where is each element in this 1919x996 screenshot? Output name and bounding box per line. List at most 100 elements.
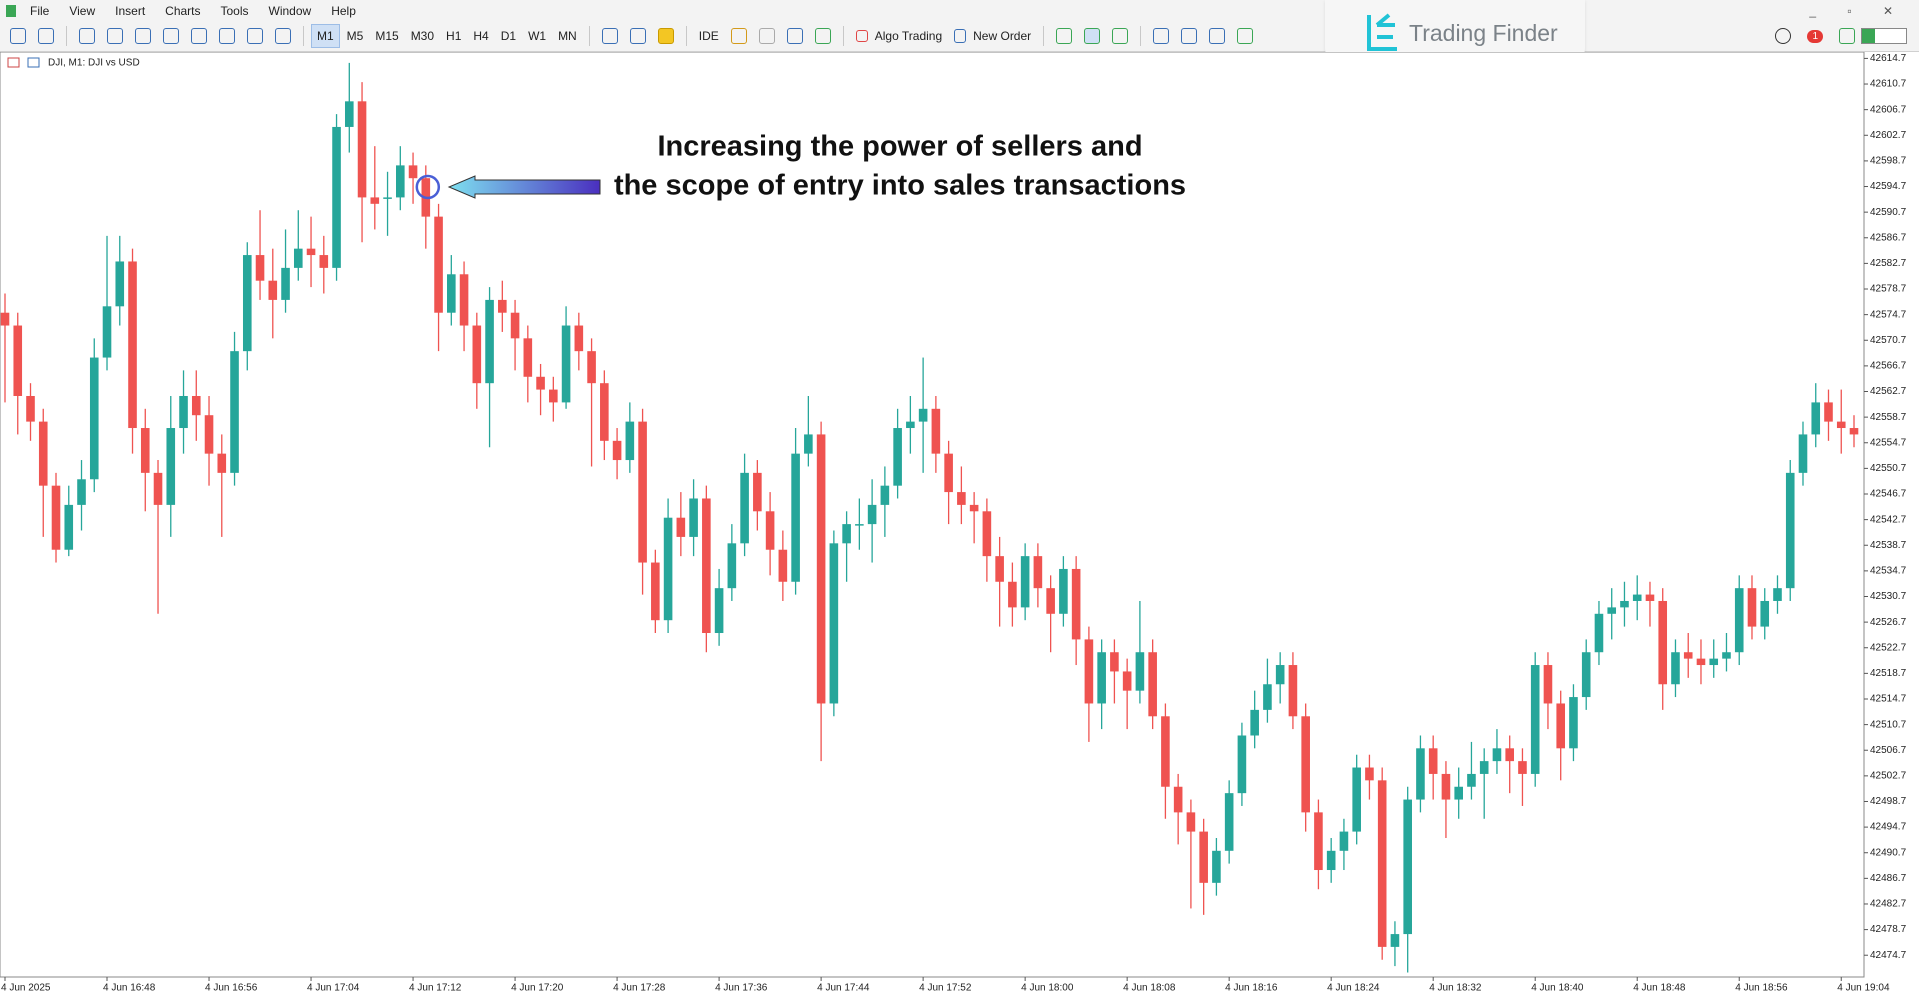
timeframe[interactable]: W1 — [528, 29, 547, 43]
timeframe[interactable]: H1 — [446, 29, 462, 43]
menu-item[interactable]: Charts — [165, 3, 201, 18]
tool-icon[interactable] — [855, 30, 868, 42]
candle-body — [447, 274, 456, 313]
tool-icon[interactable] — [954, 29, 967, 43]
candle-body — [931, 408, 941, 454]
new-order-button[interactable]: New Order — [973, 29, 1032, 43]
tool-icon[interactable] — [247, 28, 263, 44]
candle-body — [1339, 831, 1349, 851]
tool-icon[interactable] — [1237, 28, 1254, 44]
candle-body — [1581, 652, 1591, 698]
y-tick-label: 42534.7 — [1870, 566, 1907, 577]
candle-body — [1403, 799, 1412, 935]
candle-body — [740, 472, 749, 544]
timeframe[interactable]: D1 — [500, 29, 517, 43]
timeframe[interactable]: M15 — [375, 29, 399, 43]
y-tick-label: 42538.7 — [1870, 540, 1907, 551]
candle-body — [1161, 716, 1170, 787]
tool-icon[interactable] — [730, 28, 747, 44]
timeframe[interactable]: M5 — [346, 29, 364, 43]
menu-item[interactable]: Help — [331, 3, 356, 18]
candle-body — [434, 216, 443, 313]
tool-icon[interactable] — [275, 28, 291, 44]
candle-body — [1390, 934, 1400, 947]
candle-body — [1122, 671, 1132, 691]
candle-body — [255, 255, 265, 281]
menu-item[interactable]: View — [69, 3, 96, 18]
window-controls[interactable]: _ ▫ ✕ — [1809, 3, 1907, 18]
candle-body — [1505, 748, 1515, 762]
candle-body — [1008, 581, 1017, 608]
y-tick-label: 42514.7 — [1870, 694, 1907, 705]
algo-trading-button[interactable]: Algo Trading — [874, 29, 943, 43]
candle-body — [89, 357, 99, 480]
menu-item[interactable]: File — [30, 3, 50, 18]
tool-icon[interactable] — [601, 28, 618, 44]
tool-icon[interactable] — [219, 28, 235, 44]
candle-body — [1785, 472, 1795, 589]
y-tick-label: 42562.7 — [1870, 386, 1907, 397]
menu-item[interactable]: Tools — [220, 3, 249, 18]
candle-body — [459, 274, 469, 326]
candle-body — [1683, 652, 1693, 659]
app-icon — [6, 4, 16, 17]
x-tick-label: 4 Jun 18:24 — [1327, 983, 1380, 994]
tool-icon[interactable] — [191, 28, 207, 44]
tool-icon[interactable] — [1056, 28, 1073, 44]
timeframe[interactable]: M30 — [410, 29, 435, 43]
y-tick-label: 42606.7 — [1870, 104, 1907, 115]
candle-body — [893, 428, 902, 486]
timeframe[interactable]: MN — [558, 29, 577, 43]
notification-badge[interactable]: 1 — [1807, 29, 1823, 43]
tool-icon[interactable] — [814, 28, 831, 44]
tool-icon[interactable] — [163, 28, 179, 44]
candle-body — [1467, 773, 1476, 787]
tool-icon[interactable] — [629, 28, 646, 44]
candle-body — [1212, 850, 1221, 883]
tool-icon[interactable] — [10, 28, 26, 44]
timeframe[interactable]: H4 — [473, 29, 489, 43]
tool-icon[interactable] — [79, 28, 95, 44]
candle-body — [51, 485, 61, 550]
menu-item[interactable]: Insert — [115, 3, 146, 18]
candle-body — [77, 479, 86, 505]
x-tick-label: 4 Jun 19:04 — [1837, 983, 1890, 994]
tool-icon[interactable] — [1181, 28, 1198, 44]
candle-body — [1301, 716, 1310, 813]
search-icon[interactable] — [1775, 28, 1792, 44]
brand-name: Trading Finder — [1409, 19, 1558, 46]
annotation: the scope of entry into sales transactio… — [614, 170, 1186, 202]
tool-icon[interactable] — [657, 28, 674, 44]
tool-icon[interactable] — [1084, 28, 1101, 44]
tool-icon[interactable] — [135, 28, 151, 44]
tool-icon[interactable] — [786, 28, 803, 44]
candle-body — [1020, 556, 1030, 608]
tool-icon[interactable] — [758, 28, 775, 44]
candle-body — [1237, 735, 1247, 794]
tool-icon[interactable] — [1153, 28, 1170, 44]
candle-body — [689, 498, 698, 537]
tool-icon[interactable] — [38, 28, 54, 44]
y-tick-label: 42530.7 — [1870, 591, 1907, 602]
candle-body — [383, 197, 392, 199]
tool-icon[interactable] — [107, 28, 123, 44]
y-tick-label: 42478.7 — [1870, 924, 1907, 935]
timeframe[interactable]: M1 — [311, 24, 340, 48]
tool-icon[interactable] — [1112, 28, 1129, 44]
candle-body — [153, 472, 163, 505]
candle-body — [957, 492, 966, 505]
candle-body — [357, 101, 367, 198]
candle-body — [191, 395, 201, 416]
candle-body — [408, 165, 418, 179]
candle-body — [26, 395, 35, 422]
candle-body — [1365, 767, 1374, 781]
menu-item[interactable]: Window — [268, 3, 312, 18]
candle-body — [1224, 793, 1234, 851]
candle-body — [982, 511, 992, 557]
candle-body — [918, 408, 928, 422]
x-tick-label: 4 Jun 18:48 — [1633, 983, 1686, 994]
ide-button[interactable]: IDE — [698, 29, 719, 43]
tool-icon[interactable] — [1209, 28, 1226, 44]
candle-body — [140, 428, 150, 473]
y-tick-label: 42590.7 — [1870, 207, 1907, 218]
